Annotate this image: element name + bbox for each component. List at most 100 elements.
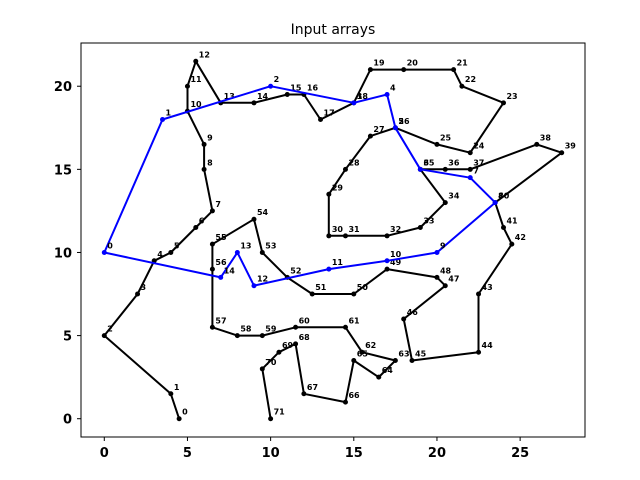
series-0-point bbox=[401, 67, 407, 73]
series-0-point bbox=[293, 341, 299, 347]
series-1-point-label: 5 bbox=[398, 117, 404, 126]
series-0-point bbox=[193, 225, 199, 231]
x-tick-label: 0 bbox=[100, 446, 109, 461]
series-0-point-label: 48 bbox=[440, 266, 452, 275]
series-1-point-label: 3 bbox=[357, 92, 363, 101]
series-0-point-label: 52 bbox=[290, 266, 301, 275]
series-1-point bbox=[326, 266, 332, 272]
series-1-point bbox=[351, 100, 357, 106]
series-0-point-label: 46 bbox=[407, 308, 419, 317]
series-0-point-label: 57 bbox=[215, 316, 226, 325]
series-1-point-label: 6 bbox=[423, 158, 429, 167]
series-0-point bbox=[301, 391, 307, 397]
series-0-point bbox=[184, 83, 190, 89]
x-tick-label: 15 bbox=[345, 446, 363, 461]
series-0-point-label: 14 bbox=[257, 92, 269, 101]
series-0-point bbox=[500, 100, 506, 106]
series-0-point-label: 27 bbox=[373, 125, 384, 134]
series-0-point-label: 66 bbox=[348, 391, 360, 400]
series-0-point-label: 26 bbox=[398, 117, 410, 126]
series-0-point bbox=[451, 67, 457, 73]
series-0-point bbox=[342, 399, 348, 405]
series-0-point-label: 4 bbox=[157, 250, 163, 259]
series-0-point bbox=[201, 141, 207, 147]
series-0-point-label: 16 bbox=[307, 84, 319, 93]
series-0-point bbox=[168, 391, 174, 397]
series-1-point-label: 13 bbox=[240, 241, 251, 250]
series-0-point-label: 23 bbox=[506, 92, 517, 101]
chart-title: Input arrays bbox=[291, 22, 376, 38]
series-0-point bbox=[326, 233, 332, 239]
series-0-point bbox=[442, 283, 448, 289]
series-0-point-label: 70 bbox=[265, 358, 277, 367]
series-0-point-label: 19 bbox=[373, 59, 385, 68]
series-0-point bbox=[367, 67, 373, 73]
series-0-point-label: 1 bbox=[174, 383, 180, 392]
series-1-point bbox=[160, 116, 166, 122]
series-0-point-label: 28 bbox=[348, 158, 360, 167]
series-0-point-label: 9 bbox=[207, 133, 213, 142]
series-0-point-label: 24 bbox=[473, 142, 485, 151]
series-0-point-label: 21 bbox=[457, 59, 469, 68]
series-0-point bbox=[234, 333, 240, 339]
series-1-point bbox=[384, 92, 390, 98]
series-0-point bbox=[342, 166, 348, 172]
series-0-point bbox=[509, 241, 515, 247]
series-0-point bbox=[259, 249, 265, 255]
series-0-point-label: 42 bbox=[515, 233, 526, 242]
series-0-point-label: 44 bbox=[482, 341, 494, 350]
series-0-point bbox=[209, 208, 215, 214]
series-0-point bbox=[351, 358, 357, 364]
series-0-point bbox=[168, 249, 174, 255]
series-1-point-label: 10 bbox=[390, 250, 402, 259]
series-0-point-label: 53 bbox=[265, 241, 276, 250]
series-0-point bbox=[384, 233, 390, 239]
series-1-point bbox=[268, 83, 274, 89]
series-0-point bbox=[318, 116, 324, 122]
series-0-point-label: 12 bbox=[199, 50, 210, 59]
series-0-point-label: 5 bbox=[174, 241, 180, 250]
series-0-point-label: 33 bbox=[423, 217, 434, 226]
series-0-point-label: 37 bbox=[473, 158, 484, 167]
series-0-point-label: 50 bbox=[357, 283, 369, 292]
series-0-point-label: 6 bbox=[199, 217, 205, 226]
series-0-point bbox=[442, 166, 448, 172]
series-0-point-label: 31 bbox=[348, 225, 360, 234]
series-0-point-label: 47 bbox=[448, 275, 459, 284]
series-0-point bbox=[259, 333, 265, 339]
series-0-point bbox=[342, 324, 348, 330]
series-0-point-label: 49 bbox=[390, 258, 402, 267]
series-0-point-label: 30 bbox=[332, 225, 344, 234]
series-0-point bbox=[401, 316, 407, 322]
series-0-point bbox=[476, 291, 482, 297]
series-0-point-label: 18 bbox=[357, 92, 369, 101]
series-0-point-label: 54 bbox=[257, 208, 269, 217]
x-tick-label: 5 bbox=[183, 446, 192, 461]
series-1-point bbox=[492, 200, 498, 206]
series-0-point-label: 45 bbox=[415, 350, 427, 359]
series-0-point-label: 59 bbox=[265, 325, 277, 334]
series-0-point-label: 58 bbox=[240, 325, 252, 334]
series-1-point-label: 0 bbox=[107, 241, 113, 250]
series-0-point-label: 67 bbox=[307, 383, 318, 392]
series-0-point-label: 34 bbox=[448, 192, 460, 201]
series-0-point bbox=[342, 233, 348, 239]
series-0-point bbox=[459, 83, 465, 89]
series-0-point-label: 25 bbox=[440, 133, 452, 142]
series-0-point-label: 61 bbox=[348, 316, 360, 325]
series-0-point-label: 38 bbox=[540, 133, 552, 142]
series-0-point bbox=[284, 92, 290, 98]
series-0-point-label: 0 bbox=[182, 408, 188, 417]
series-0-point-label: 7 bbox=[215, 200, 221, 209]
series-0-point-label: 62 bbox=[365, 341, 376, 350]
series-0-point bbox=[326, 191, 332, 197]
series-0-point bbox=[434, 141, 440, 147]
series-0-point bbox=[209, 241, 215, 247]
series-0-point bbox=[442, 200, 448, 206]
series-0-point bbox=[193, 58, 199, 64]
series-1-point-label: 4 bbox=[390, 84, 396, 93]
series-0-point bbox=[467, 150, 473, 156]
series-0-point-label: 69 bbox=[282, 341, 294, 350]
